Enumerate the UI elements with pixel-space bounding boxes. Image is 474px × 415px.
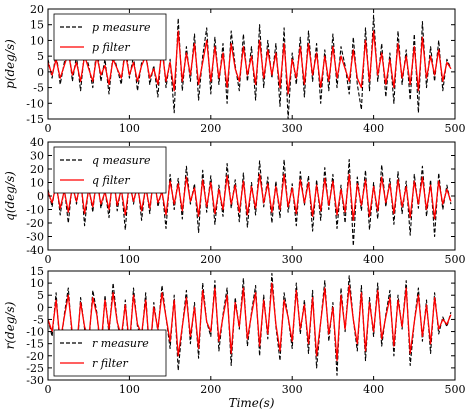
series-group bbox=[48, 272, 452, 376]
legend: q measure q filter bbox=[53, 146, 167, 194]
legend-label: q measure bbox=[92, 154, 151, 167]
panel-p: 0 100 200 300 400 500 -15 -10 -5 0 5 10 15 20 p(deg/s)… bbox=[3, 3, 466, 135]
y-tick-label: -10 bbox=[26, 326, 44, 339]
panel-r: 0 100 200 300 400 500-30-25-20-15-10-5051015r… bbox=[3, 265, 466, 410]
panel-q: 0 100 200 300 400 500-40-30-20-10010203040q(d… bbox=[3, 136, 466, 266]
y-axis-label: q(deg/s) bbox=[3, 171, 17, 221]
y-tick-label: 20 bbox=[30, 3, 44, 16]
y-tick-label: 10 bbox=[30, 177, 44, 190]
legend-label: q filter bbox=[92, 174, 130, 187]
y-tick-label: -15 bbox=[26, 113, 44, 126]
y-tick-label: 0 bbox=[37, 66, 44, 79]
series-line-r-measure bbox=[48, 272, 452, 376]
y-tick-label: -30 bbox=[26, 231, 44, 244]
legend-box bbox=[53, 13, 167, 61]
series-group bbox=[48, 14, 452, 119]
plot-frame bbox=[47, 8, 456, 120]
x-tick-label: 200 bbox=[200, 253, 221, 266]
x-tick-label: 500 bbox=[445, 383, 466, 396]
x-axis-label: Time(s) bbox=[229, 396, 275, 410]
x-tick-label: 400 bbox=[363, 122, 384, 135]
x-tick-label: 200 bbox=[200, 122, 221, 135]
x-tick-label: 100 bbox=[119, 122, 140, 135]
x-tick-label: 0 bbox=[45, 122, 52, 135]
legend-label: p measure bbox=[92, 21, 151, 34]
x-tick-label: 400 bbox=[363, 383, 384, 396]
x-tick-label: 500 bbox=[445, 253, 466, 266]
x-tick-label: 200 bbox=[200, 383, 221, 396]
y-tick-label: 40 bbox=[30, 136, 44, 149]
series-line-r-filter bbox=[48, 282, 452, 362]
x-tick-label: 500 bbox=[445, 122, 466, 135]
y-tick-label: -25 bbox=[26, 362, 44, 375]
y-tick-label: -5 bbox=[33, 313, 44, 326]
y-tick-label: -10 bbox=[26, 97, 44, 110]
legend: p measure p filter bbox=[53, 13, 167, 61]
x-tick-label: 300 bbox=[282, 122, 303, 135]
x-tick-label: 400 bbox=[363, 253, 384, 266]
y-tick-label: -15 bbox=[26, 338, 44, 351]
series-line-p-filter bbox=[48, 30, 452, 95]
y-tick-label: 10 bbox=[30, 277, 44, 290]
y-tick-label: 15 bbox=[30, 265, 44, 278]
y-tick-label: 10 bbox=[30, 34, 44, 47]
y-tick-label: 0 bbox=[37, 301, 44, 314]
y-tick-label: 30 bbox=[30, 150, 44, 163]
legend-label: r measure bbox=[92, 337, 149, 350]
legend-label: r filter bbox=[92, 357, 129, 370]
legend-box bbox=[53, 329, 167, 377]
plot-frame bbox=[47, 270, 456, 381]
x-tick-label: 300 bbox=[282, 253, 303, 266]
y-tick-label: -20 bbox=[26, 350, 44, 363]
legend-box bbox=[53, 146, 167, 194]
x-tick-label: 100 bbox=[119, 253, 140, 266]
y-tick-label: -20 bbox=[26, 217, 44, 230]
x-tick-label: 300 bbox=[282, 383, 303, 396]
y-axis-label: r(deg/s) bbox=[3, 301, 17, 349]
y-tick-label: -10 bbox=[26, 204, 44, 217]
y-tick-label: 20 bbox=[30, 163, 44, 176]
y-tick-label: -5 bbox=[33, 82, 44, 95]
legend-label: p filter bbox=[92, 41, 130, 54]
y-tick-label: -40 bbox=[26, 244, 44, 257]
y-tick-label: -30 bbox=[26, 374, 44, 387]
x-tick-label: 0 bbox=[45, 383, 52, 396]
y-tick-label: 15 bbox=[30, 19, 44, 32]
x-tick-label: 100 bbox=[119, 383, 140, 396]
y-tick-label: 5 bbox=[37, 50, 44, 63]
legend: r measure r filter bbox=[53, 329, 167, 377]
y-tick-label: 5 bbox=[37, 289, 44, 302]
y-tick-label: 0 bbox=[37, 190, 44, 203]
x-tick-label: 0 bbox=[45, 253, 52, 266]
y-axis-label: p(deg/s) bbox=[3, 39, 17, 89]
